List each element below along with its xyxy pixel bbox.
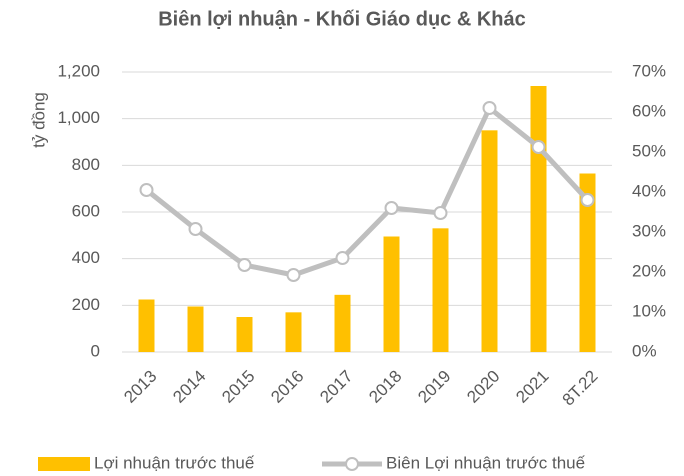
bar — [334, 294, 351, 352]
line-marker — [335, 251, 350, 265]
y-tick-label: 800 — [72, 155, 100, 174]
line-marker — [139, 183, 154, 197]
x-tick-label: 2017 — [316, 367, 356, 407]
legend-label: Lợi nhuận trước thuế — [94, 453, 255, 472]
bar — [432, 228, 449, 352]
bar — [481, 130, 498, 352]
x-tick-label: 2018 — [365, 367, 405, 407]
y2-tick-label: 60% — [632, 101, 666, 120]
line-marker — [188, 222, 203, 236]
y2-tick-label: 50% — [632, 141, 666, 160]
y2-tick-label: 70% — [632, 61, 666, 80]
x-tick-label: 2015 — [218, 367, 258, 407]
x-tick-label: 2016 — [267, 367, 307, 407]
y-tick-label: 400 — [72, 248, 100, 267]
x-tick-label: 2014 — [169, 367, 209, 407]
line-marker — [237, 258, 252, 272]
y-tick-label: 600 — [72, 201, 100, 220]
y2-tick-label: 20% — [632, 261, 666, 280]
bar — [138, 299, 155, 352]
legend-marker — [345, 457, 359, 471]
line-marker — [433, 206, 448, 220]
line — [144, 104, 590, 278]
legend-swatch — [38, 457, 90, 471]
legend-label: Biên Lợi nhuận trước thuế — [386, 453, 586, 472]
bar — [187, 306, 204, 352]
x-tick-label: 2013 — [120, 367, 160, 407]
x-tick-label: 2021 — [512, 367, 552, 407]
y-axis-label: tỷ đồng — [29, 92, 48, 148]
y2-tick-label: 40% — [632, 181, 666, 200]
y2-tick-label: 0% — [632, 341, 657, 360]
y2-tick-label: 30% — [632, 221, 666, 240]
x-tick-label: 8T.22 — [559, 367, 602, 410]
line-marker — [286, 268, 301, 282]
bar — [530, 86, 547, 352]
bar — [383, 236, 400, 352]
bar — [236, 317, 253, 352]
bar — [579, 173, 596, 352]
line-marker — [482, 101, 497, 115]
line-marker — [384, 201, 399, 215]
x-tick-label: 2020 — [463, 367, 503, 407]
y-tick-label: 0 — [91, 341, 100, 360]
bar — [285, 312, 302, 352]
y2-tick-label: 10% — [632, 301, 666, 320]
line-marker — [531, 140, 546, 154]
line-marker — [580, 193, 595, 207]
y-tick-label: 200 — [72, 295, 100, 314]
x-tick-label: 2019 — [414, 367, 454, 407]
y-tick-label: 1,000 — [57, 108, 100, 127]
y-tick-label: 1,200 — [57, 61, 100, 80]
chart-title: Biên lợi nhuận - Khối Giáo dục & Khác — [158, 8, 526, 30]
